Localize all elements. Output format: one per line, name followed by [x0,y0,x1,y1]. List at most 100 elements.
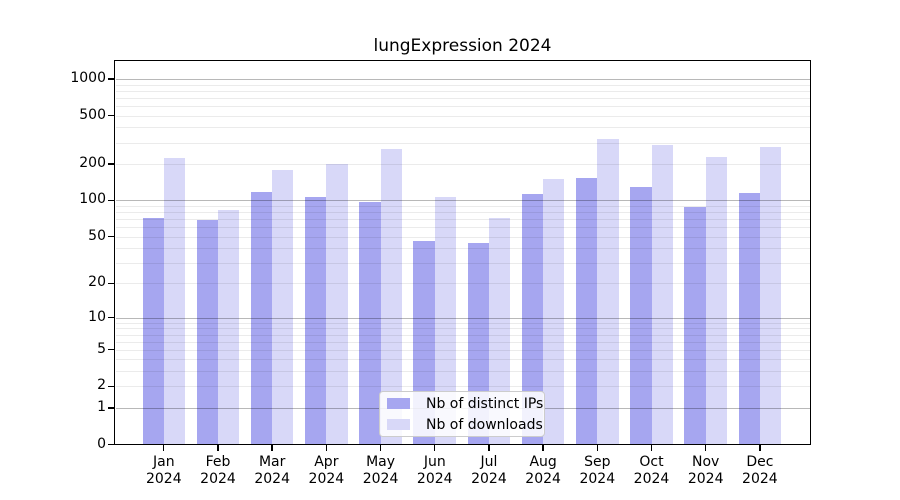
gridline-minor [115,328,810,330]
bar-downloads-sep [597,139,619,444]
gridline-major [115,200,810,202]
gridline-minor [115,322,810,324]
y-tick-label: 10 [88,308,106,325]
x-tick-mark [325,445,328,451]
bar-ips-aug [521,193,544,444]
y-tick-mark [107,385,115,388]
y-tick-mark [107,316,115,319]
x-tick-label: Dec 2024 [742,454,778,487]
y-tick-label: 0 [97,435,106,452]
x-tick-mark [488,445,490,451]
x-tick-mark [217,445,219,451]
gridline-minor [115,227,810,229]
bar-downloads-jun [434,197,457,444]
y-tick-label: 20 [88,274,106,291]
x-tick-mark [705,445,707,451]
bar-ips-mar [250,191,273,444]
bar-downloads-may [380,149,402,444]
y-tick-label: 2 [97,377,106,394]
x-tick-mark [163,445,165,451]
x-tick-mark [650,445,653,451]
bar-downloads-dec [759,147,782,444]
x-tick-label: Sep 2024 [579,454,616,487]
bar-ips-oct [630,187,652,444]
legend-label-downloads: Nb of downloads [426,416,543,433]
y-tick-label: 1000 [70,70,106,87]
bar-downloads-jul [488,217,511,444]
bar-downloads-oct [651,144,673,444]
x-tick-mark [596,445,598,451]
gridline-major [115,79,810,81]
gridline-minor [115,163,810,165]
gridline-minor [115,97,810,99]
x-tick-mark [434,445,436,451]
gridline-minor [115,341,810,343]
x-tick-mark [759,445,761,451]
chart-title: lungExpression 2024 [373,36,552,56]
bar-downloads-feb [217,210,240,444]
x-tick-label: Jun 2024 [416,454,453,487]
y-tick-mark [107,114,115,117]
bar-ips-apr [305,196,327,444]
x-tick-label: Jul 2024 [471,454,507,487]
gridline-minor [115,127,810,129]
y-tick-mark [107,407,115,409]
gridline-minor [115,371,810,373]
bar-downloads-mar [272,169,294,444]
gridline-minor [115,236,810,238]
x-tick-label: May 2024 [362,454,399,487]
gridline-minor [115,359,810,361]
y-tick-label: 500 [79,106,106,123]
bar-ips-sep [576,178,598,444]
gridline-minor [115,84,810,86]
y-tick-label: 5 [97,340,106,357]
bar-ips-nov [684,207,706,444]
gridline-minor [115,248,810,250]
legend: Nb of distinct IPs Nb of downloads [379,391,545,437]
y-tick-mark [107,163,115,165]
x-tick-mark [379,445,382,451]
legend-entry-distinct-ips: Nb of distinct IPs [387,395,544,413]
y-tick-mark [107,282,115,285]
x-tick-mark [542,445,544,451]
bar-downloads-aug [543,179,565,444]
x-tick-label: Nov 2024 [687,454,724,487]
x-tick-label: Apr 2024 [308,454,345,487]
gridline-minor [115,386,810,388]
bar-ips-feb [196,219,218,444]
bar-downloads-jan [163,158,186,444]
gridline-minor [115,334,810,336]
gridline-minor [115,106,810,108]
x-tick-label: Jan 2024 [145,454,182,487]
x-tick-label: Aug 2024 [525,454,561,487]
x-tick-label: Oct 2024 [633,454,670,487]
gridline-minor [115,262,810,264]
y-tick-mark [107,235,115,238]
y-tick-label: 50 [88,227,106,244]
y-tick-label: 100 [79,191,106,208]
y-tick-mark [107,349,115,351]
bar-downloads-nov [705,157,727,444]
legend-entry-downloads: Nb of downloads [387,416,544,434]
gridline-major [115,317,810,319]
gridline-minor [115,349,810,351]
y-tick-label: 200 [79,154,106,171]
bar-ips-may [359,201,381,444]
bar-ips-jan [142,217,164,444]
gridline-minor [115,219,810,221]
gridline-minor [115,283,810,285]
y-tick-mark [107,199,115,202]
legend-swatch-distinct-ips [387,398,410,409]
gridline-minor [115,205,810,207]
gridline-minor [115,115,810,117]
y-tick-label: 1 [97,398,106,415]
gridline-minor [115,142,810,144]
gridline-minor [115,90,810,92]
x-tick-label: Mar 2024 [254,454,290,487]
y-tick-mark [107,78,115,80]
legend-swatch-downloads [387,419,410,430]
bar-downloads-apr [326,164,348,444]
gridline-minor [115,212,810,214]
legend-label-distinct-ips: Nb of distinct IPs [426,395,544,412]
